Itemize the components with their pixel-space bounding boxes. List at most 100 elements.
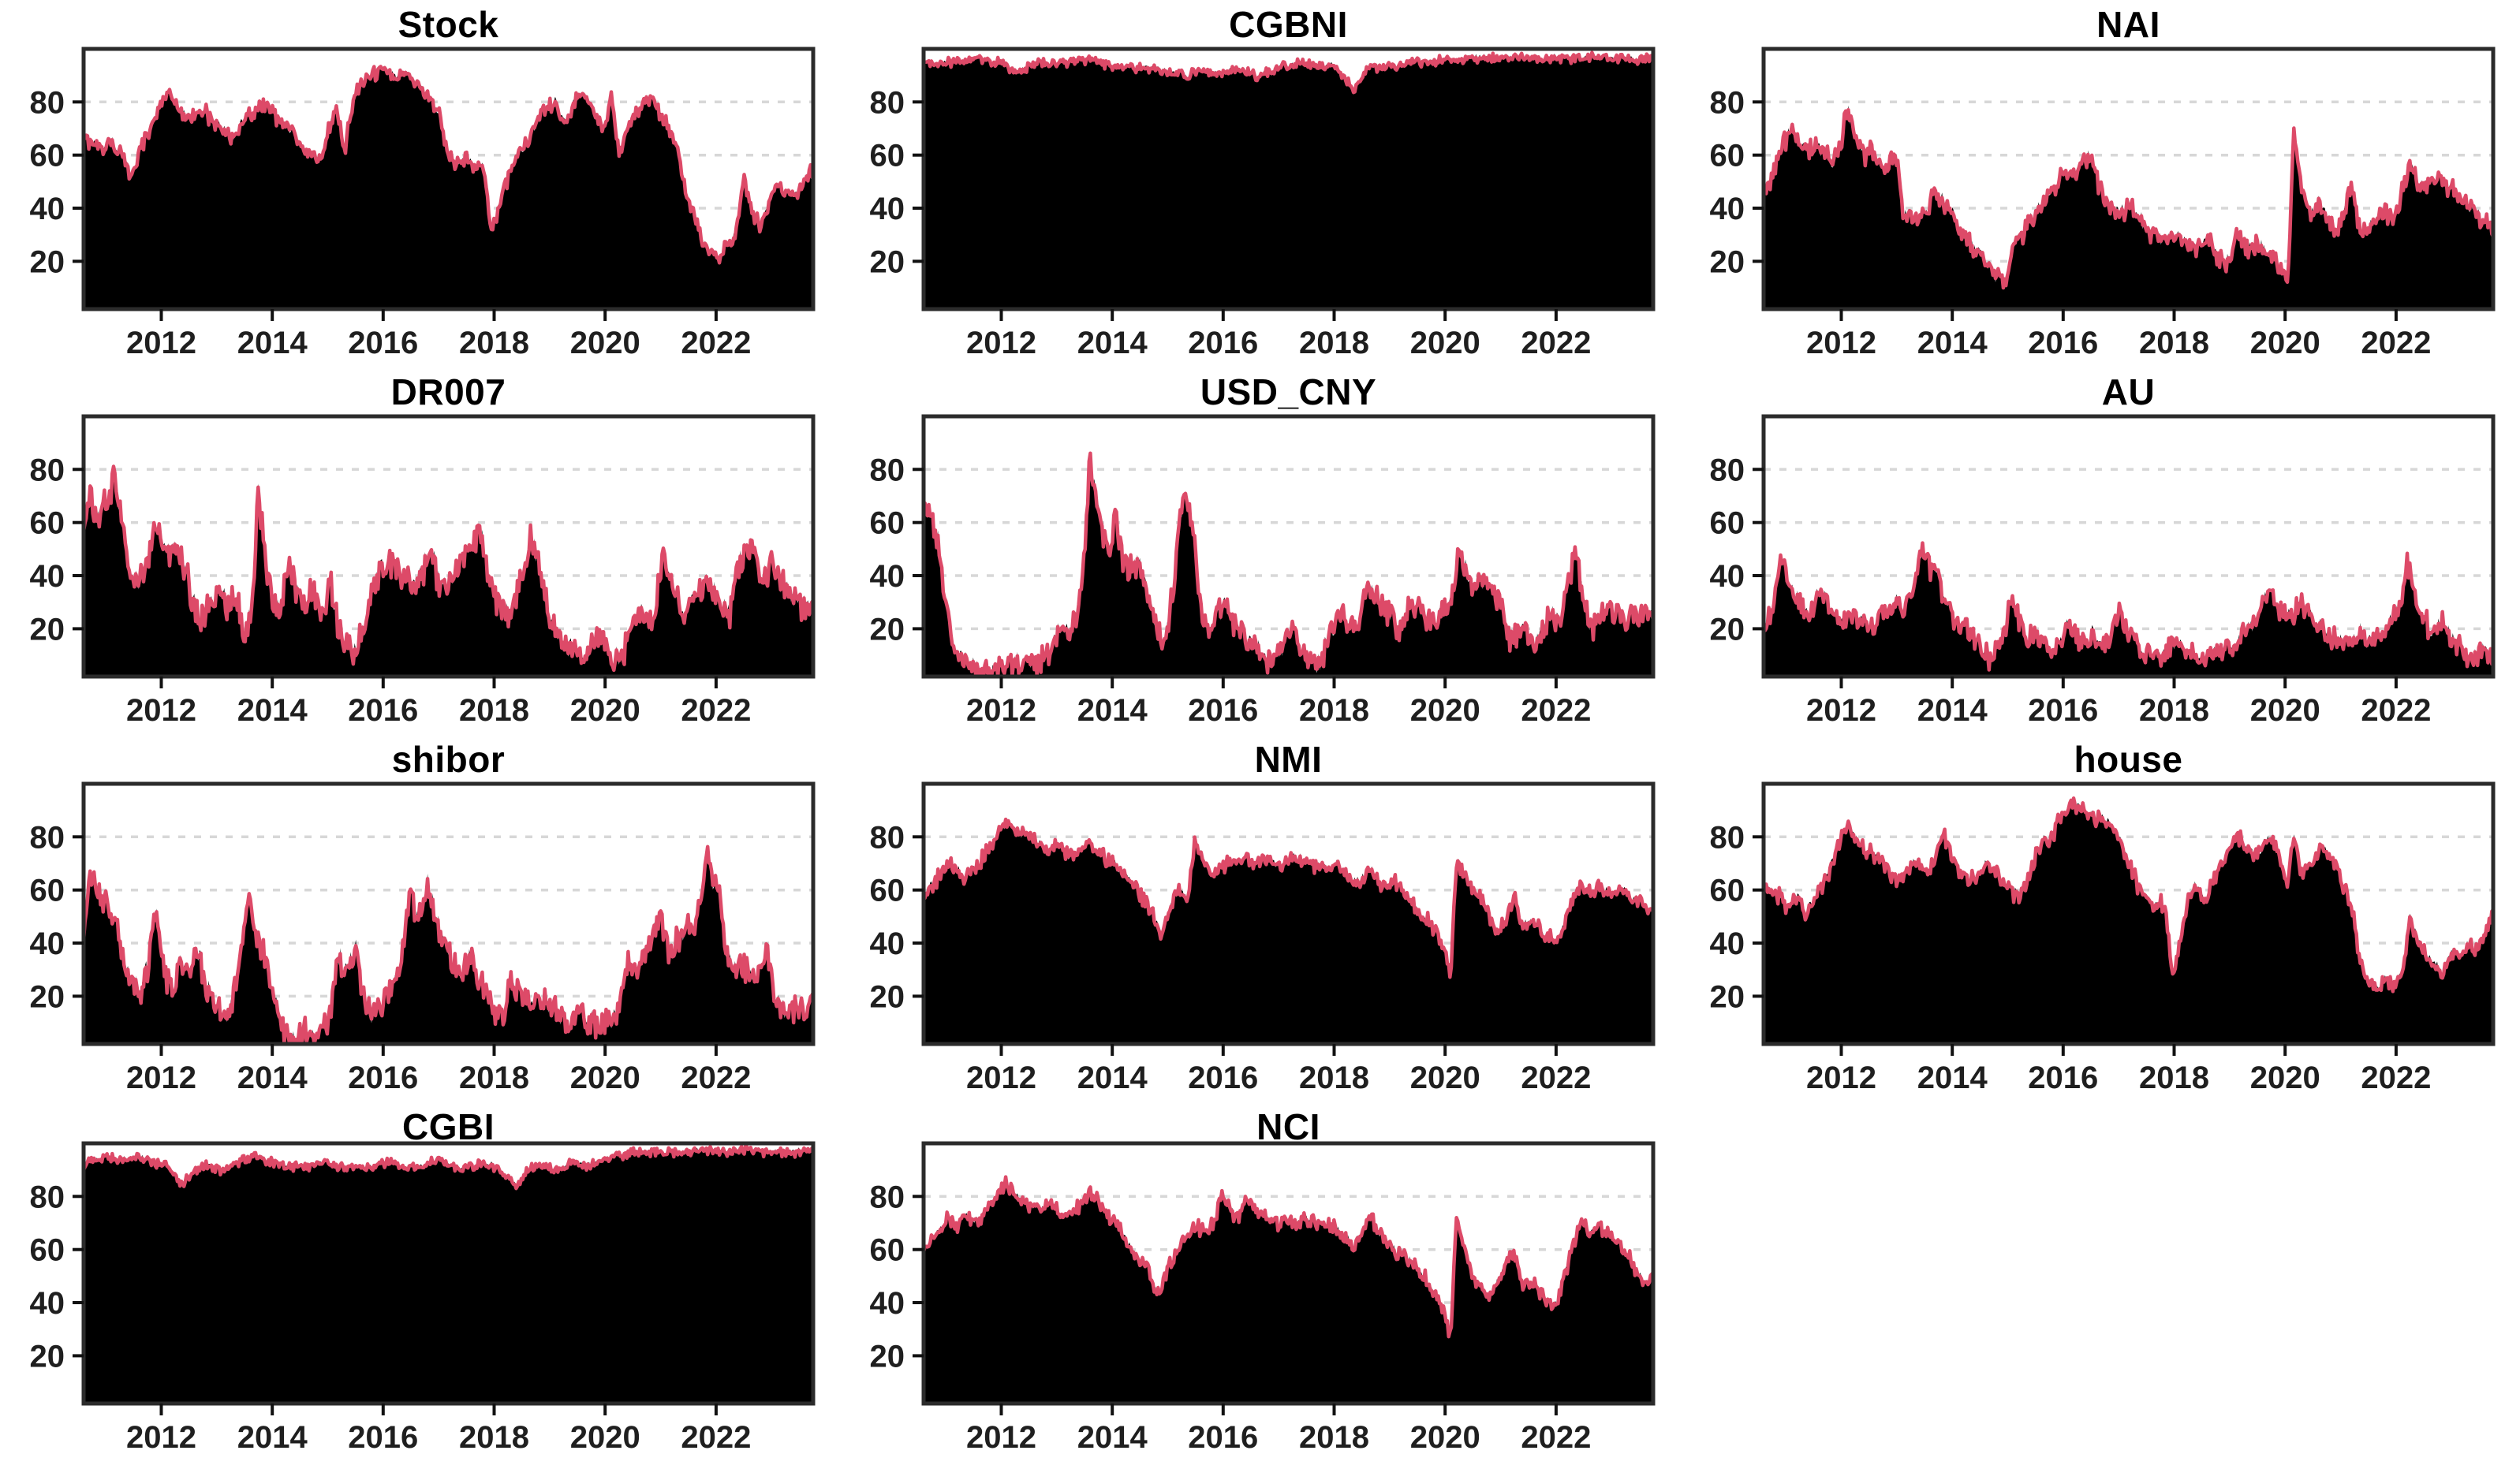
svg-text:40: 40: [870, 1286, 905, 1321]
svg-text:80: 80: [870, 85, 905, 120]
panel-plot: 20 40 60 80 2012 2014 2016 2018 2020 2022: [30, 781, 816, 1095]
svg-text:2020: 2020: [570, 1061, 640, 1095]
panel-house: house 20 40 60 80 2012 2014 2016 2018 2020 2022: [1680, 735, 2520, 1102]
svg-text:2022: 2022: [681, 1061, 751, 1095]
svg-text:2018: 2018: [2139, 326, 2209, 360]
svg-text:2012: 2012: [1806, 693, 1876, 728]
svg-text:80: 80: [30, 453, 65, 487]
svg-text:20: 20: [30, 979, 65, 1014]
svg-text:2020: 2020: [570, 1420, 640, 1455]
svg-text:2018: 2018: [459, 326, 529, 360]
svg-text:20: 20: [1710, 244, 1745, 279]
svg-text:2020: 2020: [1410, 1061, 1480, 1095]
svg-text:20: 20: [30, 612, 65, 647]
svg-text:80: 80: [30, 820, 65, 855]
svg-text:2022: 2022: [681, 326, 751, 360]
svg-text:2014: 2014: [1917, 326, 1988, 360]
svg-text:2020: 2020: [570, 326, 640, 360]
panel-title: CGBNI: [1229, 4, 1348, 45]
panel-nci: NCI 20 40 60 80 2012 2014 2016 2018 2020 2022: [840, 1102, 1680, 1469]
svg-text:2018: 2018: [1299, 1420, 1369, 1455]
panel-plot: 20 40 60 80 2012 2014 2016 2018 2020 2022: [870, 781, 1656, 1095]
svg-text:40: 40: [1710, 192, 1745, 226]
svg-text:2014: 2014: [237, 1061, 308, 1095]
svg-text:80: 80: [30, 85, 65, 120]
svg-text:2018: 2018: [459, 1420, 529, 1455]
svg-text:2016: 2016: [1188, 326, 1258, 360]
svg-text:60: 60: [1710, 506, 1745, 541]
svg-text:20: 20: [870, 979, 905, 1014]
svg-text:2018: 2018: [1299, 1061, 1369, 1095]
svg-text:2022: 2022: [1521, 1061, 1591, 1095]
svg-text:60: 60: [1710, 139, 1745, 173]
svg-text:80: 80: [1710, 453, 1745, 487]
svg-text:2022: 2022: [1521, 326, 1591, 360]
panel-title: USD_CNY: [1200, 371, 1377, 412]
svg-text:60: 60: [870, 506, 905, 541]
panel-title: CGBI: [402, 1106, 495, 1147]
svg-text:2016: 2016: [348, 693, 418, 728]
svg-text:2018: 2018: [1299, 693, 1369, 728]
svg-text:80: 80: [870, 1180, 905, 1214]
svg-text:80: 80: [1710, 85, 1745, 120]
svg-text:80: 80: [870, 820, 905, 855]
svg-text:2018: 2018: [459, 693, 529, 728]
svg-text:2020: 2020: [2250, 326, 2320, 360]
svg-text:2020: 2020: [1410, 326, 1480, 360]
svg-text:2018: 2018: [2139, 693, 2209, 728]
panel-title: Stock: [398, 4, 499, 45]
svg-text:60: 60: [30, 1233, 65, 1268]
svg-text:2012: 2012: [126, 1420, 196, 1455]
svg-text:2020: 2020: [1410, 1420, 1480, 1455]
svg-text:2016: 2016: [348, 326, 418, 360]
panel-plot: 20 40 60 80 2012 2014 2016 2018 2020 2022: [30, 414, 816, 728]
svg-text:2016: 2016: [2028, 1061, 2098, 1095]
svg-text:40: 40: [30, 559, 65, 594]
svg-text:2012: 2012: [126, 326, 196, 360]
svg-text:2020: 2020: [2250, 1061, 2320, 1095]
svg-text:2016: 2016: [1188, 1420, 1258, 1455]
svg-text:80: 80: [1710, 820, 1745, 855]
svg-text:2022: 2022: [2361, 326, 2431, 360]
svg-text:2012: 2012: [126, 693, 196, 728]
svg-text:2020: 2020: [1410, 693, 1480, 728]
svg-text:20: 20: [1710, 979, 1745, 1014]
panel-title: NCI: [1256, 1106, 1320, 1147]
panel-plot: 20 40 60 80 2012 2014 2016 2018 2020 2022: [870, 47, 1656, 360]
svg-text:40: 40: [870, 927, 905, 961]
panel-title: NAI: [2096, 4, 2160, 45]
svg-text:2012: 2012: [126, 1061, 196, 1095]
panel-usd-cny: USD_CNY 20 40 60 80 2012 2014 2016 2018 2020 2022: [840, 367, 1680, 735]
svg-text:20: 20: [870, 1339, 905, 1374]
svg-text:2022: 2022: [2361, 1061, 2431, 1095]
svg-text:2014: 2014: [1077, 1420, 1148, 1455]
svg-text:20: 20: [870, 612, 905, 647]
panel-plot: 20 40 60 80 2012 2014 2016 2018 2020 2022: [870, 1141, 1656, 1455]
svg-text:2012: 2012: [966, 1420, 1036, 1455]
panel-dr007: DR007 20 40 60 80 2012 2014 2016 2018 2020 2022: [0, 367, 840, 735]
panel-plot: 20 40 60 80 2012 2014 2016 2018 2020 2022: [30, 47, 816, 360]
svg-text:20: 20: [870, 244, 905, 279]
svg-text:40: 40: [1710, 927, 1745, 961]
svg-text:2014: 2014: [1077, 1061, 1148, 1095]
svg-text:2014: 2014: [237, 693, 308, 728]
svg-text:2016: 2016: [348, 1061, 418, 1095]
svg-text:2014: 2014: [237, 1420, 308, 1455]
panel-title: shibor: [391, 739, 506, 780]
svg-text:80: 80: [30, 1180, 65, 1214]
svg-text:2012: 2012: [1806, 326, 1876, 360]
svg-text:2016: 2016: [1188, 1061, 1258, 1095]
svg-text:60: 60: [1710, 874, 1745, 908]
svg-text:2018: 2018: [2139, 1061, 2209, 1095]
svg-text:2022: 2022: [681, 693, 751, 728]
panel-au: AU 20 40 60 80 2012 2014 2016 2018 2020 2022: [1680, 367, 2520, 735]
svg-text:20: 20: [30, 244, 65, 279]
svg-text:2012: 2012: [966, 326, 1036, 360]
panel-nmi: NMI 20 40 60 80 2012 2014 2016 2018 2020 2022: [840, 735, 1680, 1102]
svg-text:60: 60: [30, 506, 65, 541]
panel-shibor: shibor 20 40 60 80 2012 2014 2016 2018 2020 2022: [0, 735, 840, 1102]
svg-text:2018: 2018: [459, 1061, 529, 1095]
panel-plot: 20 40 60 80 2012 2014 2016 2018 2020 2022: [1710, 414, 2496, 728]
svg-text:60: 60: [870, 874, 905, 908]
